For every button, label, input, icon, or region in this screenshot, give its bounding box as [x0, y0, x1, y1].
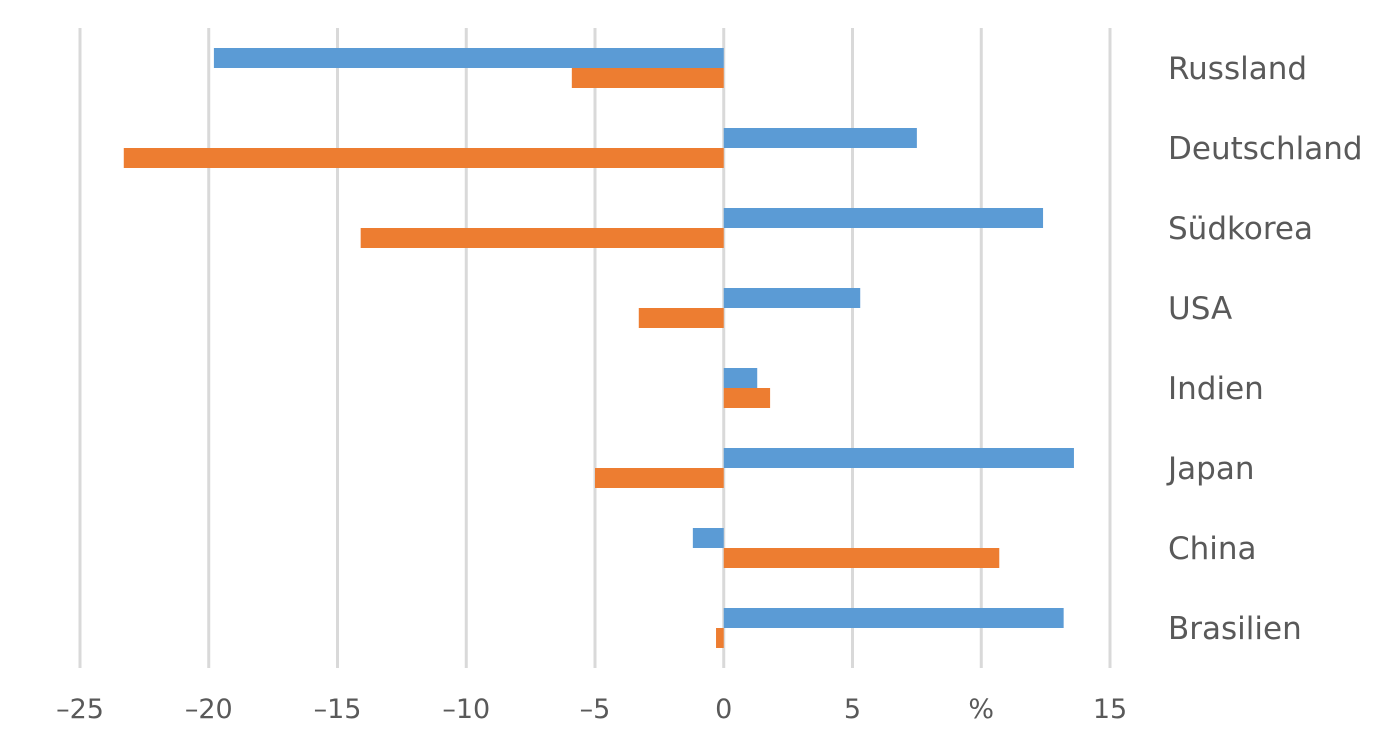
gridlines [78, 28, 1112, 668]
x-tick-label: –5 [580, 694, 611, 725]
category-label: Russland [1168, 51, 1307, 87]
bar-series-2 [595, 468, 724, 488]
bar-series-2 [716, 628, 724, 648]
bar-series-1 [213, 48, 724, 68]
bar-series-1 [723, 128, 917, 148]
bar-series-1 [723, 448, 1074, 468]
category-label: Japan [1166, 451, 1254, 487]
category-label: USA [1168, 291, 1232, 327]
category-label: Deutschland [1168, 131, 1363, 167]
bar-series-2 [638, 308, 724, 328]
category-label: Südkorea [1168, 211, 1313, 247]
x-tick-label: 5 [844, 694, 861, 725]
bars [123, 48, 1074, 648]
bar-series-2 [360, 228, 724, 248]
bar-series-1 [723, 368, 758, 388]
x-tick-label: % [968, 694, 994, 725]
category-labels: Russland Deutschland Südkorea USA Indien Japa… [1166, 51, 1363, 647]
bar-series-1 [692, 528, 724, 548]
bar-series-2 [123, 148, 724, 168]
x-tick-label: –10 [442, 694, 490, 725]
bar-series-1 [723, 208, 1044, 228]
bar-series-2 [723, 388, 771, 408]
x-tick-label: 15 [1093, 694, 1127, 725]
x-tick-labels: –25 –20 –15 –10 –5 0 5% 15 [56, 694, 1127, 725]
x-tick-label: –15 [314, 694, 362, 725]
category-label: Indien [1168, 371, 1264, 407]
bar-series-2 [723, 548, 1000, 568]
category-label: Brasilien [1168, 611, 1302, 647]
x-tick-label: 0 [715, 694, 732, 725]
bar-series-2 [571, 68, 724, 88]
x-tick-label: –20 [185, 694, 233, 725]
bar-series-1 [723, 608, 1064, 628]
bar-series-1 [723, 288, 861, 308]
x-tick-label: –25 [56, 694, 104, 725]
category-label: China [1168, 531, 1257, 567]
